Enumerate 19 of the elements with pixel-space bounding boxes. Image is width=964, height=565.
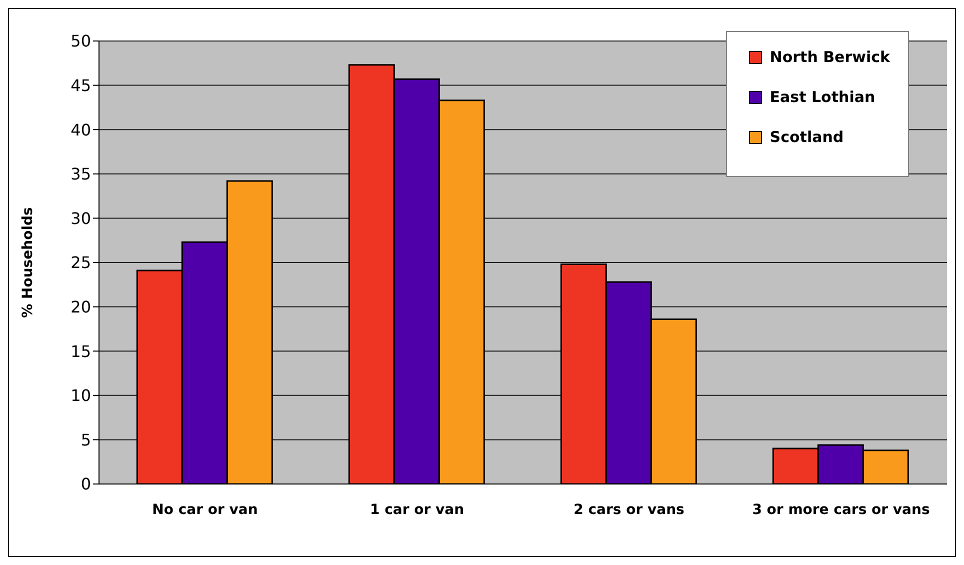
y-tick-label: 30 bbox=[70, 208, 91, 228]
legend-label: East Lothian bbox=[770, 88, 876, 106]
legend-label: Scotland bbox=[770, 128, 844, 146]
y-tick-label: 10 bbox=[70, 386, 91, 406]
y-tick-label: 40 bbox=[70, 120, 91, 140]
y-tick-label: 35 bbox=[70, 164, 91, 184]
x-tick-label: 2 cars or vans bbox=[574, 502, 684, 518]
x-tick-label: 1 car or van bbox=[370, 502, 464, 518]
x-tick-label: 3 or more cars or vans bbox=[752, 502, 930, 518]
legend-label: North Berwick bbox=[770, 48, 890, 66]
y-tick-label: 5 bbox=[80, 430, 91, 450]
y-tick-label: 25 bbox=[70, 253, 91, 272]
y-tick-label: 15 bbox=[70, 342, 91, 361]
y-tick-label: 20 bbox=[70, 297, 91, 316]
y-tick-label: 45 bbox=[70, 76, 91, 95]
y-axis-title: % Households bbox=[20, 207, 36, 318]
y-tick-label: 0 bbox=[80, 474, 91, 494]
x-tick-label: No car or van bbox=[152, 502, 258, 518]
y-tick-label: 50 bbox=[70, 32, 91, 51]
